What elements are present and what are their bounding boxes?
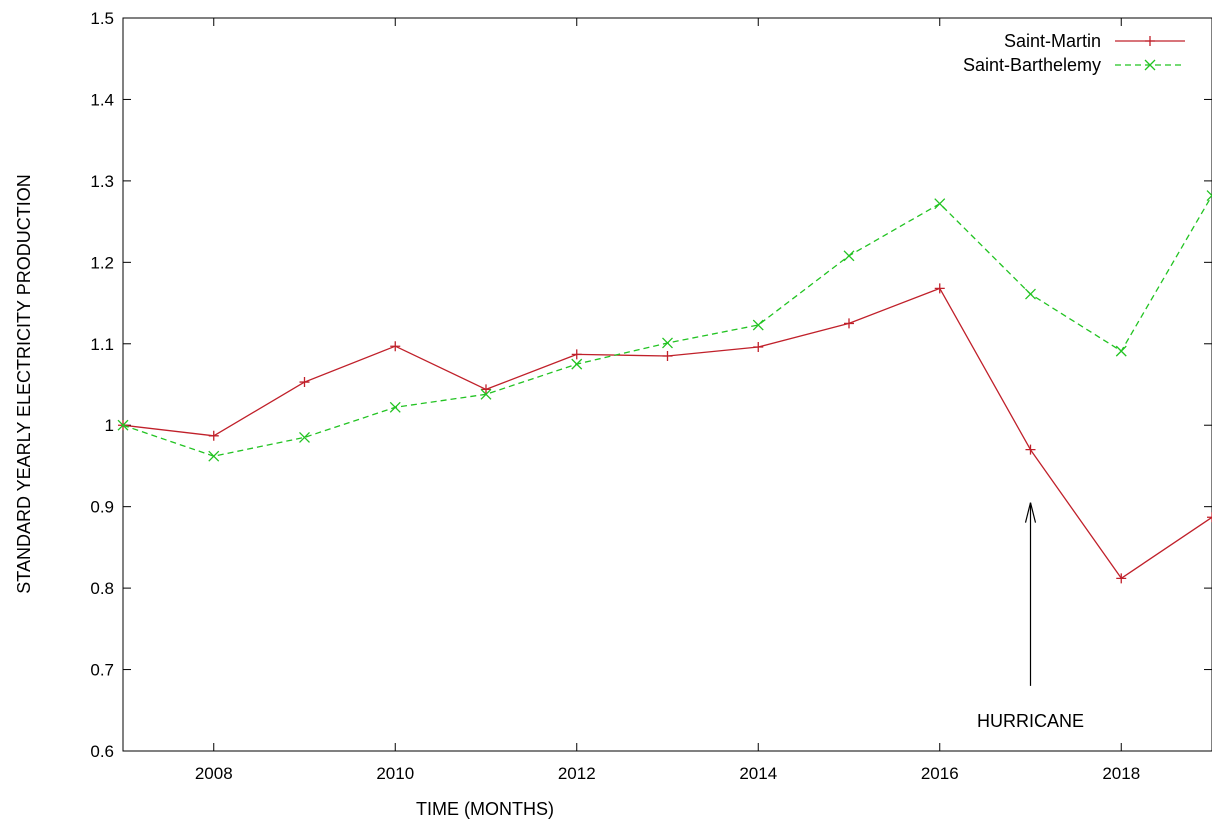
- y-tick-label: 0.9: [90, 498, 114, 517]
- annotation-label: HURRICANE: [977, 711, 1084, 731]
- y-tick-label: 1.4: [90, 90, 114, 109]
- y-tick-label: 1.2: [90, 253, 114, 272]
- x-tick-label: 2014: [739, 764, 777, 783]
- data-point: [571, 349, 582, 360]
- plot-frame: [122, 17, 1212, 752]
- data-point: [481, 384, 491, 395]
- y-tick-label: 0.7: [90, 661, 114, 680]
- data-point: [390, 341, 401, 352]
- data-point: [934, 283, 945, 294]
- y-tick-label: 1.3: [90, 172, 114, 191]
- legend-label-saint-martin: Saint-Martin: [1004, 31, 1101, 51]
- y-tick-label: 0.8: [90, 579, 114, 598]
- y-tick-label: 1.5: [90, 9, 114, 28]
- annotation-arrowhead: [1024, 502, 1037, 523]
- data-point: [117, 419, 129, 431]
- data-point: [1116, 573, 1127, 584]
- y-axis-title: STANDARD YEARLY ELECTRICITY PRODUCTION: [14, 174, 34, 593]
- x-tick-label: 2018: [1102, 764, 1140, 783]
- series-line-saint-barthelemy: [122, 195, 1212, 457]
- ticks: 0.6 0.7 0.8 0.9 1 1.1 1.2 1.3 1.4 1.5 2008 2010 2012…: [90, 9, 1212, 783]
- legend-label-saint-barthelemy: Saint-Barthelemy: [963, 55, 1101, 75]
- x-tick-label: 2012: [558, 764, 596, 783]
- y-tick-label: 0.6: [90, 742, 114, 761]
- data-point: [1025, 288, 1036, 300]
- series-saint-martin: [118, 283, 1212, 584]
- data-point: [662, 337, 673, 349]
- axes: [122, 17, 1212, 752]
- data-point: [844, 318, 854, 329]
- y-tick-label: 1.1: [90, 335, 114, 354]
- annotation: HURRICANE: [977, 502, 1084, 731]
- legend: Saint-Martin Saint-Barthelemy: [963, 31, 1185, 75]
- x-tick-label: 2010: [376, 764, 414, 783]
- legend-marker-saint-barthelemy: [1144, 59, 1156, 71]
- data-point: [843, 250, 855, 262]
- data-point: [1206, 190, 1212, 202]
- data-point: [1207, 512, 1212, 523]
- data-point: [571, 358, 583, 370]
- series: [117, 190, 1212, 584]
- data-point: [1115, 345, 1127, 357]
- data-point: [1025, 444, 1036, 455]
- data-point: [480, 388, 492, 400]
- x-tick-label: 2016: [921, 764, 959, 783]
- series-line-saint-martin: [122, 287, 1212, 579]
- x-axis-title: TIME (MONTHS): [416, 799, 554, 819]
- data-point: [208, 450, 220, 462]
- data-point: [299, 377, 310, 388]
- y-tick-label: 1: [105, 416, 114, 435]
- series-saint-barthelemy: [117, 190, 1212, 462]
- data-point: [934, 198, 946, 210]
- legend-marker-saint-martin: [1145, 36, 1155, 46]
- data-point: [208, 430, 219, 441]
- data-point: [299, 431, 310, 443]
- x-tick-label: 2008: [195, 764, 233, 783]
- data-point: [662, 350, 673, 361]
- data-point: [389, 401, 401, 413]
- data-point: [753, 342, 764, 353]
- data-point: [752, 319, 764, 331]
